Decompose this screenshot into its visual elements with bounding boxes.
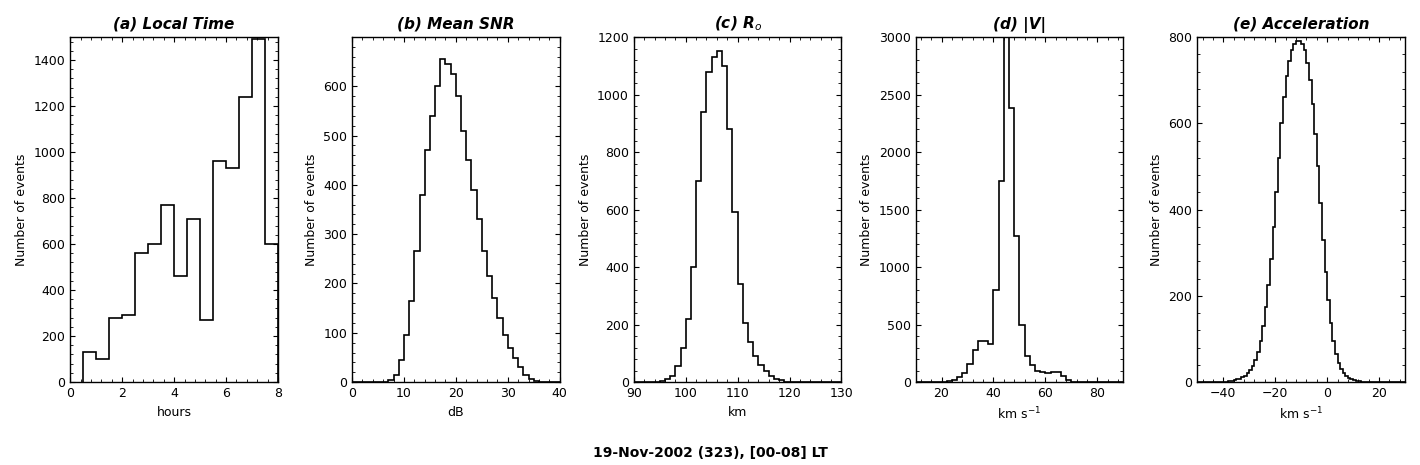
Title: (c) R$_o$: (c) R$_o$ <box>713 15 761 33</box>
Y-axis label: Number of events: Number of events <box>305 153 318 266</box>
Y-axis label: Number of events: Number of events <box>16 153 28 266</box>
X-axis label: km s$^{-1}$: km s$^{-1}$ <box>1279 405 1323 422</box>
Y-axis label: Number of events: Number of events <box>1150 153 1163 266</box>
Text: 19-Nov-2002 (323), [00-08] LT: 19-Nov-2002 (323), [00-08] LT <box>592 446 828 460</box>
Title: (b) Mean SNR: (b) Mean SNR <box>398 17 514 32</box>
X-axis label: km s$^{-1}$: km s$^{-1}$ <box>997 405 1041 422</box>
Title: (a) Local Time: (a) Local Time <box>114 17 234 32</box>
X-axis label: hours: hours <box>156 405 192 419</box>
Title: (e) Acceleration: (e) Acceleration <box>1233 17 1369 32</box>
Y-axis label: Number of events: Number of events <box>578 153 592 266</box>
X-axis label: dB: dB <box>447 405 464 419</box>
Y-axis label: Number of events: Number of events <box>861 153 873 266</box>
X-axis label: km: km <box>728 405 747 419</box>
Title: (d) |V|: (d) |V| <box>993 17 1047 33</box>
